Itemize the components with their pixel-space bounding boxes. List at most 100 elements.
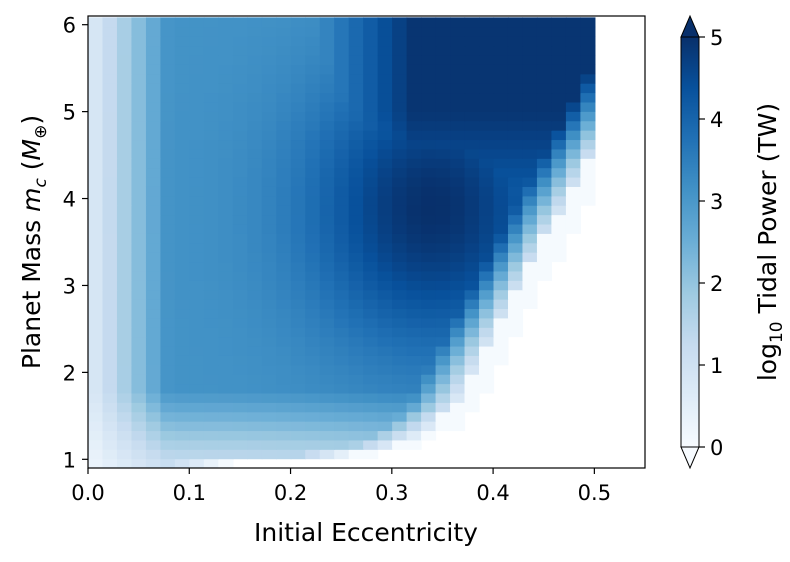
heatmap-cell [319,317,335,328]
heatmap-cell [363,214,379,225]
heatmap-cell [88,261,104,272]
heatmap-cell [232,17,248,28]
heatmap-cell [479,308,495,319]
heatmap-cell [551,148,567,159]
colorbar-extend-bottom [680,446,700,470]
heatmap-cell [435,223,451,234]
heatmap-cell [406,270,422,281]
heatmap-cell [565,111,581,122]
heatmap-cell [203,392,219,403]
heatmap-cell [522,261,538,272]
heatmap-cell [116,439,133,450]
heatmap-cell [102,411,118,422]
heatmap-cell [435,252,451,263]
heatmap-cell [522,45,538,56]
heatmap-cell [522,280,538,291]
heatmap-cell [580,26,596,37]
heatmap-cell [450,45,466,56]
heatmap-cell [305,270,321,281]
heatmap-cell [551,252,567,263]
heatmap-cell [276,54,292,65]
heatmap-cell [218,449,234,460]
heatmap-cell [348,421,364,432]
heatmap-cell [363,402,379,413]
heatmap-cell [131,421,147,432]
heatmap-cell [406,374,422,385]
heatmap-cell [174,214,190,225]
heatmap-cell [421,345,437,356]
heatmap-cell [421,223,437,234]
heatmap-cell [261,242,277,253]
heatmap-cell [131,17,147,28]
heatmap-cell [363,54,379,65]
heatmap-cell [247,54,263,65]
heatmap-cell [435,148,451,159]
heatmap-cell [88,186,104,197]
heatmap-cell [261,364,277,375]
heatmap-cell [189,73,205,84]
heatmap-cell [421,36,437,47]
heatmap-cell [450,270,466,281]
heatmap-cell [290,270,306,281]
heatmap-cell [551,167,567,178]
heatmap-cell [276,130,292,141]
heatmap-cell [232,45,248,56]
heatmap-cell [160,280,176,291]
heatmap-cell [392,299,408,310]
heatmap-cell [421,205,437,216]
heatmap-cell [102,421,118,432]
heatmap-cell [203,308,219,319]
heatmap-cell [145,430,162,441]
heatmap-cell [247,411,263,422]
heatmap-cell [406,120,422,131]
heatmap-cell [88,317,104,328]
heatmap-cell [565,92,581,103]
heatmap-cells [88,17,596,468]
heatmap-cell [232,280,248,291]
heatmap-cell [174,45,190,56]
heatmap-cell [450,64,466,75]
heatmap-cell [261,270,277,281]
heatmap-cell [565,73,581,84]
heatmap-cell [261,392,277,403]
heatmap-cell [348,148,364,159]
heatmap-cell [507,17,524,28]
heatmap-cell [232,205,248,216]
colorbar-tick-label: 1 [710,354,723,378]
heatmap-cell [507,36,524,47]
heatmap-cell [421,233,437,244]
heatmap-cell [174,158,190,169]
heatmap-cell [261,36,277,47]
heatmap-cell [131,439,147,450]
heatmap-cell [88,308,104,319]
heatmap-cell [522,186,538,197]
heatmap-cell [551,130,567,141]
heatmap-cell [536,36,553,47]
heatmap-cell [493,195,509,206]
heatmap-cell [392,26,408,37]
heatmap-cell [247,186,263,197]
heatmap-cell [319,242,335,253]
heatmap-cell [218,176,234,187]
heatmap-cell [203,374,219,385]
heatmap-cell [479,54,495,65]
heatmap-cell [145,92,162,103]
heatmap-cell [189,345,205,356]
heatmap-cell [218,130,234,141]
heatmap-cell [363,92,379,103]
heatmap-cell [464,364,480,375]
heatmap-cell [131,402,147,413]
heatmap-cell [435,17,451,28]
heatmap-cell [131,54,147,65]
heatmap-cell [305,223,321,234]
heatmap-cell [421,430,437,441]
heatmap-cell [232,36,248,47]
heatmap-cell [88,270,104,281]
heatmap-cell [145,130,162,141]
heatmap-cell [261,336,277,347]
heatmap-cell [580,176,596,187]
heatmap-cell [203,421,219,432]
heatmap-cell [319,421,335,432]
heatmap-cell [218,355,234,366]
heatmap-cell [261,54,277,65]
